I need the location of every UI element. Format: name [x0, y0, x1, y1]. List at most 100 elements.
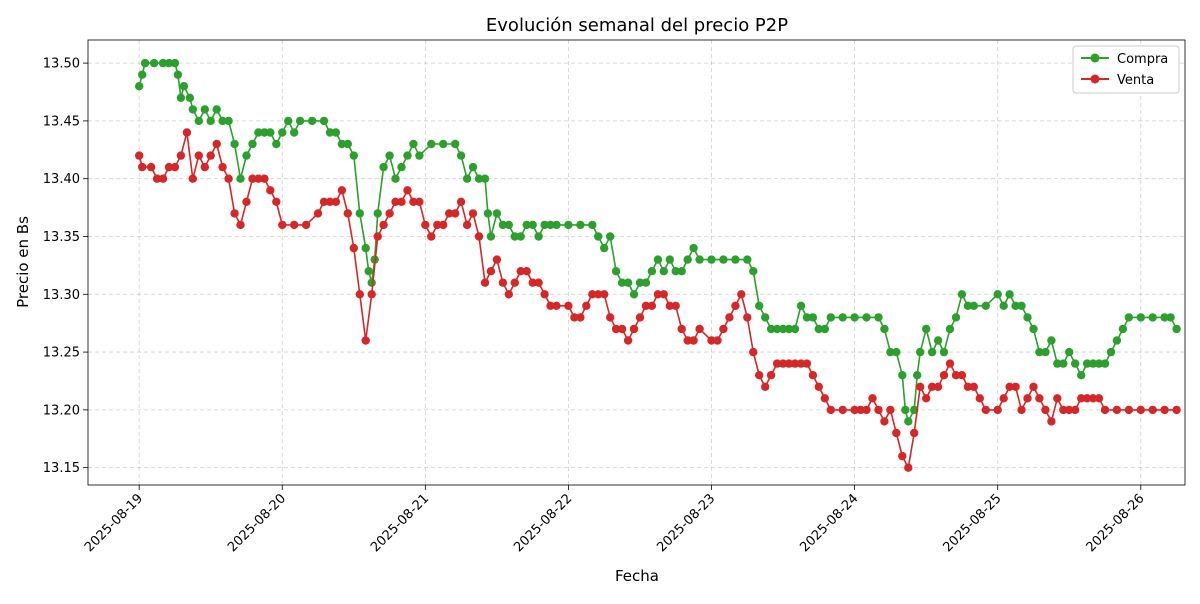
series-venta-point: [665, 301, 674, 310]
series-venta-point: [1082, 394, 1092, 403]
series-venta-point: [1160, 405, 1169, 415]
series-compra-point: [355, 209, 364, 218]
series-venta-point: [349, 243, 358, 253]
series-venta-point: [230, 209, 239, 218]
series-compra-point: [1148, 313, 1157, 322]
x-tick: 2025-08-24: [797, 485, 861, 555]
series-compra-point: [462, 174, 472, 183]
series-compra-point: [528, 220, 537, 230]
series-venta-point: [749, 347, 758, 357]
series-venta-point: [755, 371, 764, 380]
series-venta-point: [671, 301, 680, 310]
series-compra-point: [659, 267, 668, 276]
series-compra-point: [1106, 347, 1116, 357]
series-venta-point: [969, 382, 978, 391]
series-compra-point: [1011, 301, 1020, 310]
series-venta-point: [516, 267, 525, 276]
series-venta-point: [135, 151, 144, 160]
y-tick: 13.40: [43, 172, 88, 187]
series-venta-point: [278, 220, 287, 230]
series-compra-point: [439, 139, 448, 149]
series-venta-point: [152, 174, 162, 183]
series-venta-point: [504, 290, 513, 299]
series-compra-point: [641, 278, 651, 287]
series-compra-point: [170, 58, 180, 68]
series-compra-point: [1136, 313, 1146, 322]
series-venta-point: [415, 197, 424, 206]
series-compra-point: [331, 128, 341, 137]
series-venta-point: [916, 382, 925, 391]
series-compra-point: [367, 278, 376, 287]
x-tick-label: 2025-08-26: [1084, 491, 1148, 555]
series-venta-point: [164, 162, 174, 172]
series-venta-point: [534, 278, 543, 287]
series-venta-point: [951, 371, 961, 380]
series-compra-point: [140, 58, 150, 68]
y-tick: 13.45: [43, 114, 88, 129]
series-venta-point: [480, 278, 490, 287]
x-axis: 2025-08-19 2025-08-20 2025-08-21 2025-08-22…: [82, 485, 1148, 555]
series-venta-point: [397, 197, 406, 206]
series-compra-point: [755, 301, 764, 310]
series-venta-point: [361, 336, 370, 345]
series-venta: [135, 128, 1181, 472]
series-venta-point: [385, 209, 394, 218]
y-tick: 13.15: [43, 461, 88, 476]
x-tick-label: 2025-08-25: [940, 491, 1004, 555]
series-venta-point: [886, 405, 895, 415]
grid: [88, 40, 1185, 485]
legend-compra-label: Compra: [1117, 52, 1168, 67]
series-compra-point: [1029, 324, 1038, 334]
series-compra-point: [224, 116, 233, 126]
series-venta-point: [1172, 405, 1181, 415]
series-compra-point: [1023, 313, 1032, 322]
series-compra-point: [200, 105, 209, 114]
y-axis: 13.15 13.20 13.25 13.30 13.35 13.40 13.45 13.50: [43, 57, 88, 476]
series-compra-point: [1065, 347, 1074, 357]
series-venta-point: [138, 162, 147, 172]
series-venta-point: [880, 417, 889, 426]
series-compra-point: [1112, 336, 1122, 345]
series-venta-point: [647, 301, 657, 310]
series-venta-point: [683, 336, 692, 345]
series-compra-point: [1172, 324, 1181, 334]
series-compra-point: [1166, 313, 1175, 322]
y-tick: 13.30: [43, 288, 88, 303]
chart-title: Evolución semanal del precio P2P: [486, 15, 788, 36]
series-venta-point: [623, 336, 633, 345]
series-compra-point: [364, 267, 373, 276]
series-venta-point: [790, 359, 800, 368]
series-compra-point: [179, 82, 189, 91]
series-compra-point: [606, 232, 615, 241]
series-compra-point: [629, 290, 639, 299]
series-venta-point: [1094, 394, 1104, 403]
series-compra-point: [880, 324, 889, 334]
series-compra-point: [391, 174, 400, 183]
series-compra-point: [945, 324, 955, 334]
series-compra-point: [158, 58, 168, 68]
series-venta-point: [498, 278, 508, 287]
series-compra-point: [343, 139, 352, 149]
series-venta-point: [290, 220, 299, 230]
series-venta-point: [1011, 382, 1020, 391]
series-compra-point: [731, 255, 740, 264]
series-venta-point: [319, 197, 329, 206]
series-venta-point: [933, 382, 943, 391]
series-compra-point: [927, 347, 937, 357]
legend-venta-label: Venta: [1117, 73, 1154, 88]
series-venta-point: [1047, 417, 1056, 426]
series-compra-point: [397, 162, 406, 172]
x-tick-label: 2025-08-20: [225, 491, 289, 555]
series-compra-point: [456, 151, 466, 160]
series-venta-point: [695, 324, 704, 334]
series-compra-point: [892, 347, 901, 357]
series-venta-point: [719, 324, 728, 334]
series-venta-point: [373, 232, 382, 241]
y-tick: 13.35: [43, 230, 88, 245]
series-venta-point: [814, 382, 823, 391]
series-compra-point: [349, 151, 358, 160]
series-venta-point: [1148, 405, 1157, 415]
series-venta-point: [904, 463, 913, 472]
series-venta-point: [611, 324, 621, 334]
